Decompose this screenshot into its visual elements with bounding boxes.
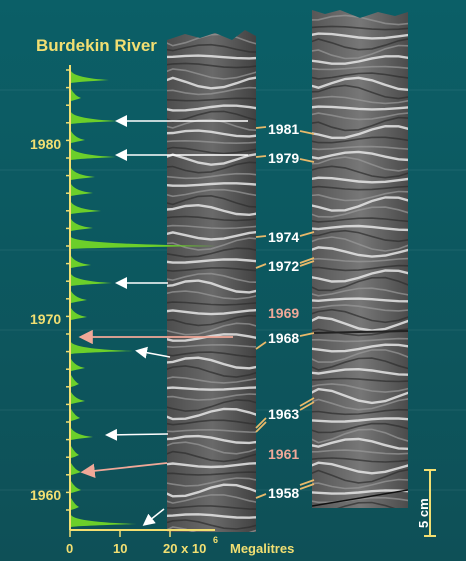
x-tick-20: 20 x 10 (163, 541, 207, 556)
core-year-1974: 1974 (268, 229, 300, 245)
correlation-arrows (78, 115, 248, 526)
x-tick-10: 10 (113, 541, 128, 556)
core-year-1981: 1981 (268, 121, 300, 137)
coral-core-right (312, 10, 408, 508)
year-label-1970: 1970 (30, 311, 62, 327)
coral-core-left (167, 30, 256, 532)
x-tick-0: 0 (66, 541, 74, 556)
discharge-series (71, 71, 216, 527)
core-year-1958: 1958 (268, 485, 300, 501)
core-year-1979: 1979 (268, 150, 300, 166)
core-year-1961: 1961 (268, 446, 300, 462)
core-year-1969: 1969 (268, 305, 300, 321)
x-tick-exponent: 6 (213, 535, 219, 545)
scale-bar (424, 469, 436, 537)
core-year-1963: 1963 (268, 406, 300, 422)
year-label-1960: 1960 (30, 487, 62, 503)
scale-bar-label: 5 cm (416, 498, 431, 528)
discharge-axis (66, 65, 215, 537)
core-year-1968: 1968 (268, 330, 300, 346)
core-year-1972: 1972 (268, 258, 300, 274)
figure-title: Burdekin River (36, 36, 157, 55)
x-axis-unit: Megalitres (230, 541, 295, 556)
core-connectors (255, 126, 315, 499)
year-label-1980: 1980 (30, 136, 62, 152)
